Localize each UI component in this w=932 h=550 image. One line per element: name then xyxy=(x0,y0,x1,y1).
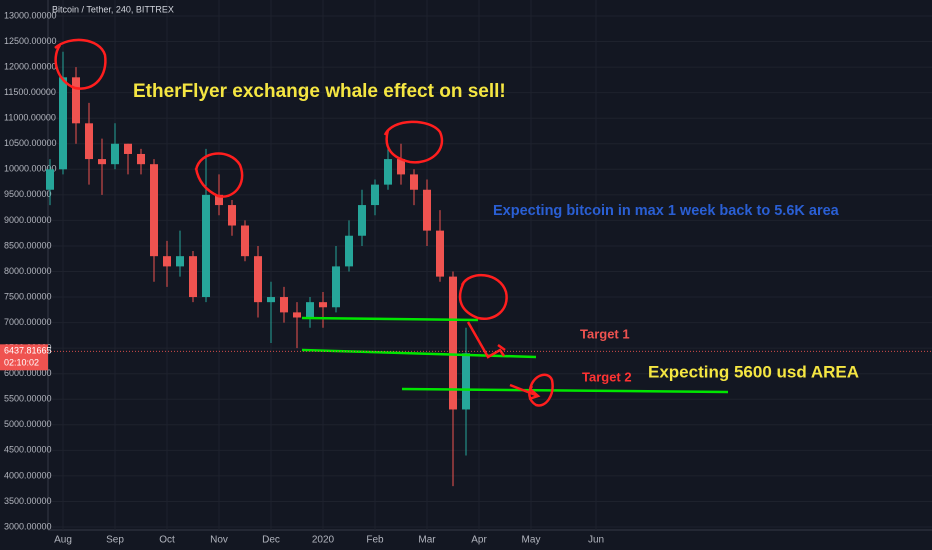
countdown: 02:10:02 xyxy=(4,358,39,368)
candle-body xyxy=(215,194,223,206)
y-tick-label: 8000.00000 xyxy=(4,266,52,276)
candle-body xyxy=(241,225,249,257)
candle-body xyxy=(371,184,379,206)
candle-body xyxy=(332,266,340,308)
candle-body xyxy=(124,143,132,154)
candles xyxy=(46,51,470,487)
y-tick-label: 3500.00000 xyxy=(4,496,52,506)
y-tick-label: 3000.00000 xyxy=(4,521,52,531)
candle-body xyxy=(202,194,210,298)
support-line xyxy=(301,316,479,322)
y-tick-label: 12000.00000 xyxy=(4,61,57,71)
annotation: Target 2 xyxy=(582,369,632,384)
annotation: Expecting 5600 usd AREA xyxy=(648,362,859,381)
candle-body xyxy=(384,159,392,185)
y-tick-label: 5000.00000 xyxy=(4,419,52,429)
last-price: 6437.81665 xyxy=(4,346,52,356)
arrow xyxy=(466,321,506,359)
y-tick-label: 10000.00000 xyxy=(4,164,57,174)
price-label: 6437.81665 02:10:02 xyxy=(0,344,932,371)
candle-body xyxy=(59,77,67,170)
highlight-circles xyxy=(54,38,554,407)
candle-body xyxy=(98,159,106,165)
candle-body xyxy=(345,235,353,267)
candle-body xyxy=(449,276,457,410)
y-tick-label: 5500.00000 xyxy=(4,394,52,404)
y-tick-label: 4000.00000 xyxy=(4,470,52,480)
circle xyxy=(383,120,444,164)
arrow xyxy=(509,383,541,401)
x-tick-label: Oct xyxy=(159,535,175,546)
candle-body xyxy=(358,205,366,236)
x-tick-label: Apr xyxy=(471,535,487,546)
x-tick-label: Jun xyxy=(588,535,604,546)
y-tick-label: 10500.00000 xyxy=(4,138,57,148)
circle xyxy=(194,152,244,198)
candle-body xyxy=(462,353,470,410)
candle-body xyxy=(163,256,171,267)
y-tick-label: 4500.00000 xyxy=(4,445,52,455)
y-tick-label: 7500.00000 xyxy=(4,291,52,301)
candle-body xyxy=(46,169,54,190)
y-tick-label: 13000.00000 xyxy=(4,10,57,20)
circle xyxy=(458,273,508,321)
candle-body xyxy=(85,123,93,160)
candle-body xyxy=(254,256,262,303)
candle-body xyxy=(410,174,418,190)
x-tick-label: Feb xyxy=(366,535,384,546)
circle xyxy=(528,373,554,407)
candle-body xyxy=(72,77,80,124)
candle-body xyxy=(176,256,184,267)
y-tick-label: 11500.00000 xyxy=(4,87,56,97)
x-tick-label: Aug xyxy=(54,535,72,546)
candle-body xyxy=(293,312,301,318)
candle-body xyxy=(267,297,275,303)
y-tick-label: 8500.00000 xyxy=(4,240,52,250)
candle-body xyxy=(280,297,288,313)
y-tick-label: 9000.00000 xyxy=(4,215,52,225)
y-tick-label: 11000.00000 xyxy=(4,113,56,123)
candle-body xyxy=(423,189,431,231)
support-line xyxy=(401,387,729,394)
candle-body xyxy=(306,302,314,318)
candle-body xyxy=(137,153,145,165)
chart-title: Bitcoin / Tether, 240, BITTREX xyxy=(52,4,174,14)
annotation: Expecting bitcoin in max 1 week back to … xyxy=(493,203,840,219)
candle-body xyxy=(150,164,158,257)
x-tick-label: Dec xyxy=(262,535,280,546)
support-lines xyxy=(301,316,729,394)
candle-body xyxy=(319,302,327,308)
y-tick-label: 12500.00000 xyxy=(4,36,57,46)
grid: 3000.00000 3500.00000 4000.00000 4500.00000… xyxy=(4,0,932,546)
x-tick-label: Sep xyxy=(106,535,124,546)
annotation: Target 1 xyxy=(580,326,630,341)
support-line xyxy=(301,348,537,359)
y-tick-label: 7000.00000 xyxy=(4,317,52,327)
x-tick-label: 2020 xyxy=(312,535,335,546)
x-tick-label: Nov xyxy=(210,535,228,546)
x-tick-label: May xyxy=(522,535,541,546)
candle-body xyxy=(228,205,236,226)
x-tick-label: Mar xyxy=(418,535,436,546)
candle-body xyxy=(397,159,405,175)
last-price-box xyxy=(0,344,48,371)
circle xyxy=(54,38,107,90)
y-tick-label: 9500.00000 xyxy=(4,189,52,199)
annotation: EtherFlyer exchange whale effect on sell… xyxy=(133,81,506,102)
candle-body xyxy=(436,230,444,277)
y-tick-label: 6000.00000 xyxy=(4,368,52,378)
candle-body xyxy=(111,143,119,165)
candle-body xyxy=(189,256,197,298)
